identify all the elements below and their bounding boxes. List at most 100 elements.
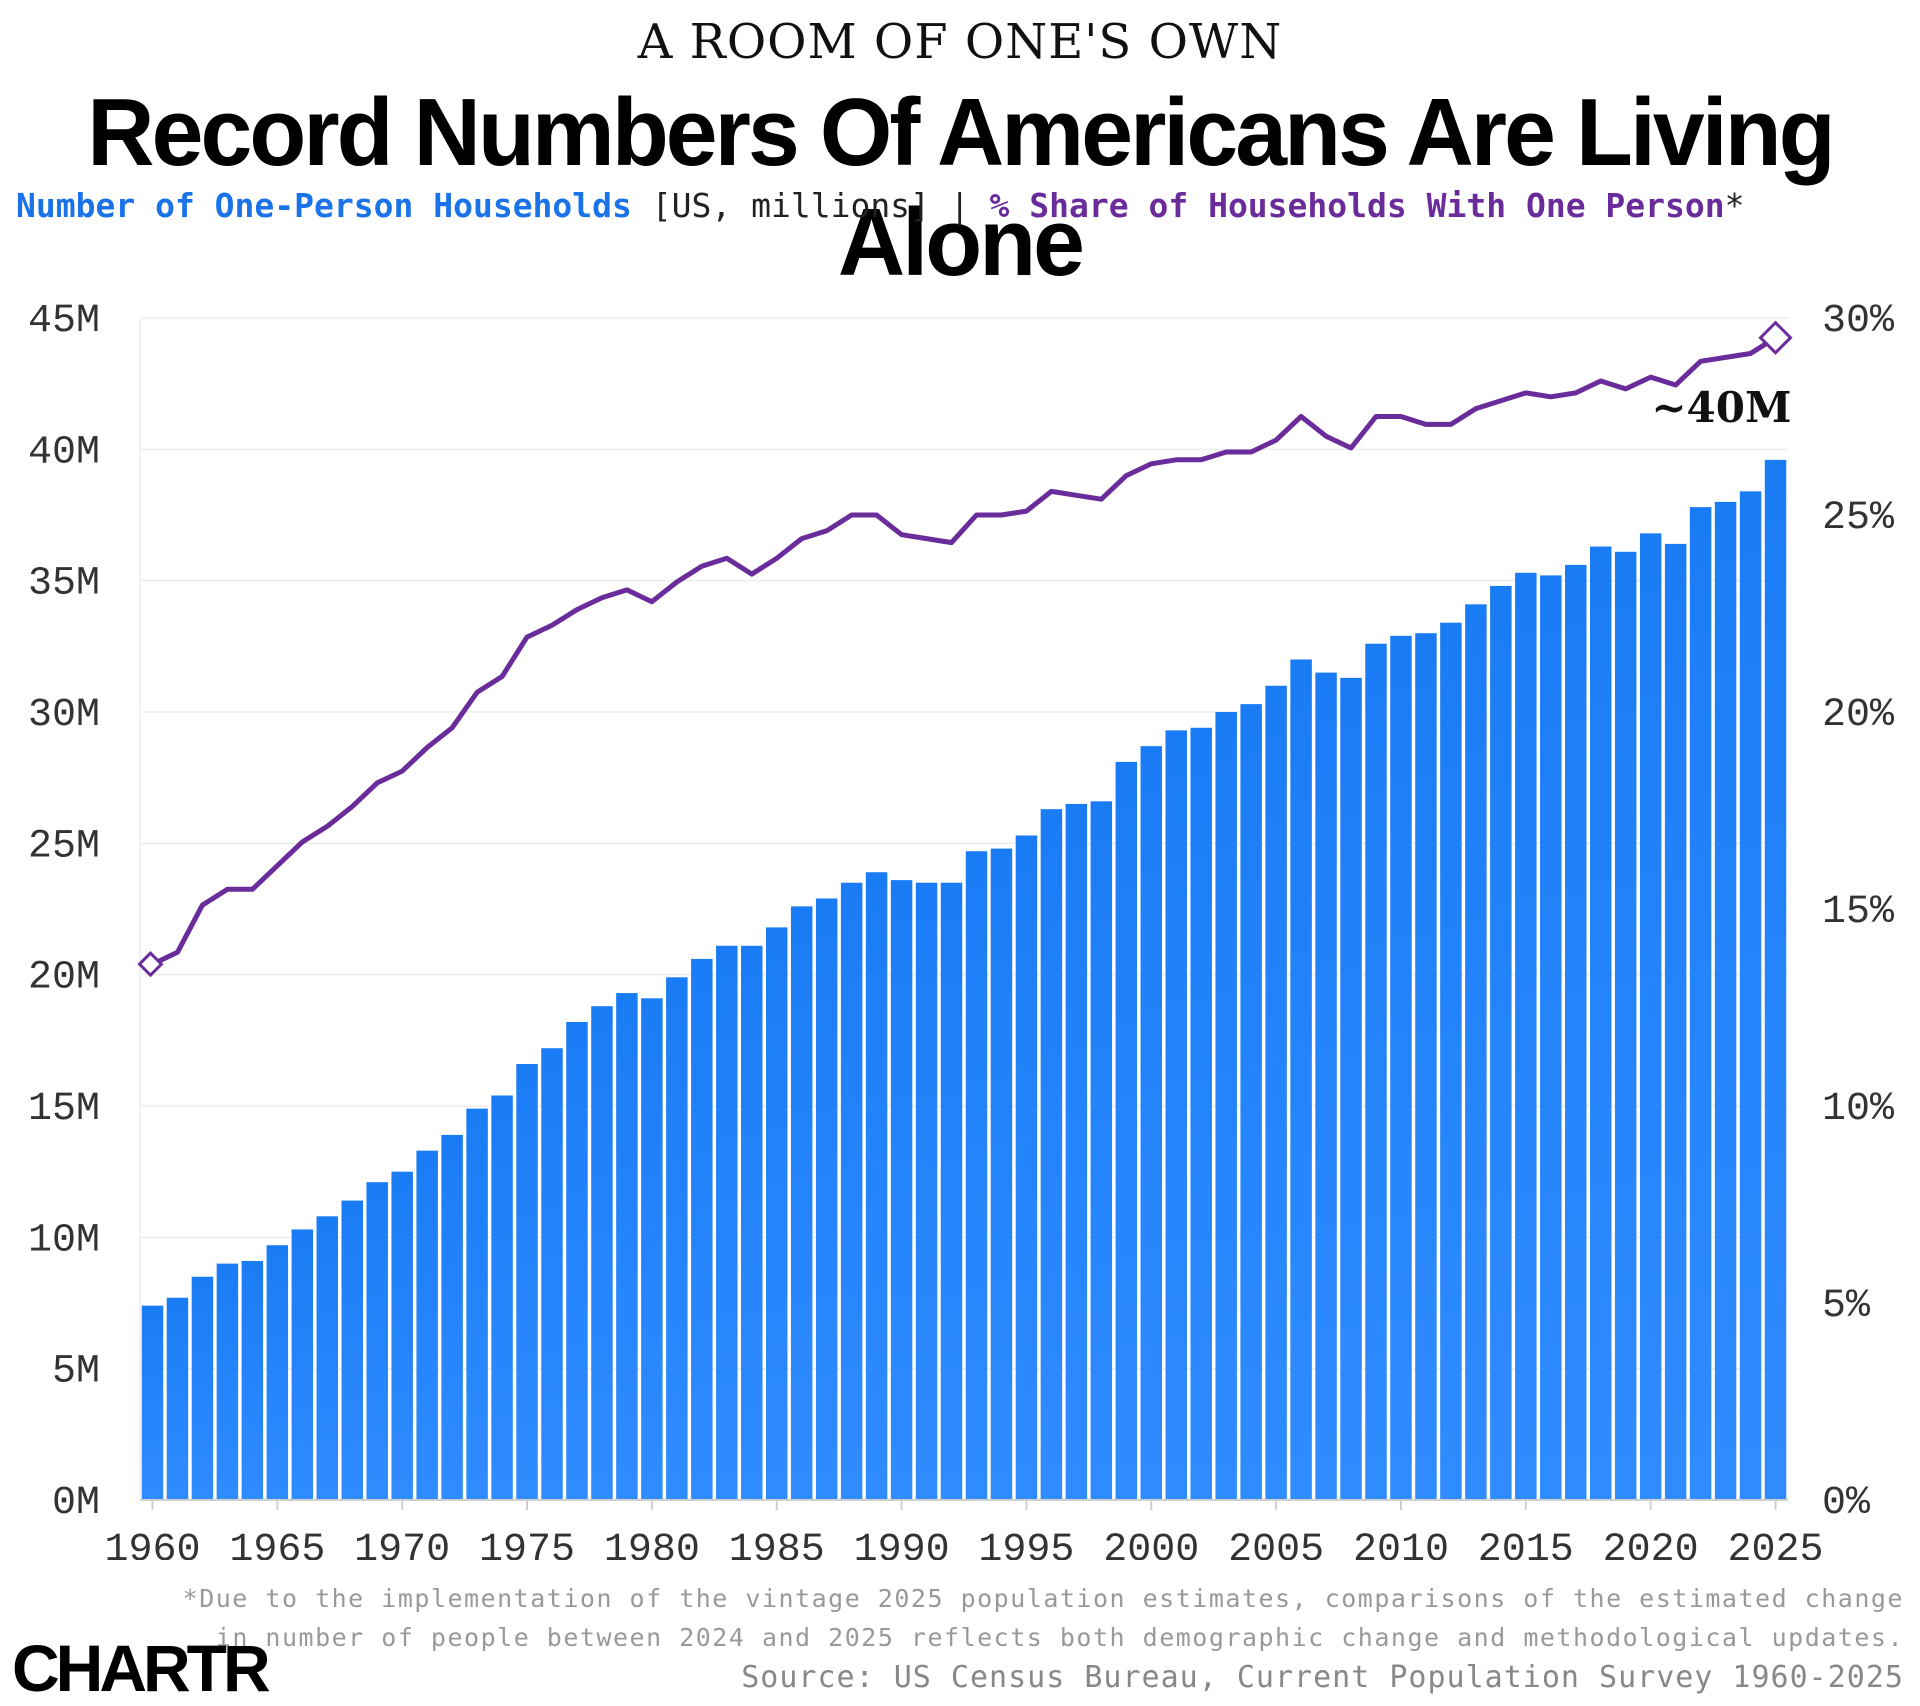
x-tick-label: 1980 [604,1528,700,1560]
chart-title: Record Numbers Of Americans Are Living A… [87,79,1835,296]
footnote-line-1: *Due to the implementation of the vintag… [182,1584,1904,1613]
bar-households-2008 [1340,677,1362,1500]
bar-households-2019 [1614,551,1637,1500]
chart-subtitle: Number of One-Person Households [US, mil… [16,186,1745,225]
share-line-path [150,335,1778,967]
bar-households-1985 [765,927,788,1500]
bar-households-1997 [1065,803,1088,1500]
annotation-latest-value: ~40M [1651,383,1791,432]
subtitle-units: [US, millions] | [631,186,990,225]
bar-households-1966 [291,1229,314,1500]
bar-households-1992 [940,882,963,1500]
y-left-tick-label: 30M [28,693,100,738]
bar-households-1969 [366,1182,388,1500]
bar-households-2021 [1664,543,1687,1500]
x-tick-label: 1985 [729,1528,825,1560]
bar-households-2020 [1639,533,1662,1500]
y-left-tick-label: 0M [52,1481,100,1526]
bar-households-1998 [1090,801,1113,1500]
bar-households-1999 [1115,761,1138,1500]
bar-households-1994 [990,848,1013,1500]
annotations: ~40M [1651,383,1791,432]
bar-households-1975 [516,1063,538,1500]
y-right-tick-label: 30% [1822,299,1895,344]
bar-households-1970 [391,1171,413,1500]
x-tick-label: 1975 [479,1528,575,1560]
x-tick-label: 1965 [229,1528,325,1560]
bar-households-1993 [965,851,988,1500]
bar-households-2011 [1415,633,1437,1500]
y-left-tick-label: 35M [28,562,100,607]
x-tick-label: 1995 [978,1528,1074,1560]
x-tick-label: 1960 [104,1528,200,1560]
bar-households-1971 [416,1150,438,1500]
bar-households-1974 [491,1095,513,1500]
x-tick-label: 1990 [854,1528,950,1560]
bar-households-1976 [541,1048,563,1500]
bar-households-1990 [890,880,913,1500]
legend-share-label: % Share of Households With One Person [989,186,1725,225]
bar-households-1977 [566,1021,588,1500]
bar-households-1982 [691,958,713,1500]
bar-households-1980 [641,998,663,1500]
bar-households-2015 [1515,572,1537,1500]
bar-households-2002 [1190,727,1212,1500]
bar-households-2006 [1290,659,1312,1500]
source-note: Source: US Census Bureau, Current Popula… [741,1660,1904,1695]
share-marker-end [1758,320,1793,355]
bar-households-1960 [141,1305,164,1500]
y-right-tick-label: 10% [1822,1087,1895,1132]
bar-households-2000 [1140,746,1163,1500]
bar-households-2010 [1390,635,1412,1500]
y-right-tick-label: 25% [1822,496,1895,541]
bar-households-1988 [840,882,863,1500]
y-left-tick-label: 5M [52,1350,100,1395]
bar-households-1961 [166,1297,189,1500]
x-tick-label: 2005 [1228,1528,1324,1560]
subtitle-footnote-star: * [1724,186,1745,225]
bar-households-1978 [591,1006,613,1500]
bar-households-1965 [266,1245,289,1500]
bar-households-1995 [1015,835,1038,1500]
share-marker-start [137,951,164,978]
bar-households-1962 [191,1276,214,1500]
x-tick-label: 2015 [1478,1528,1574,1560]
bar-households-2022 [1689,507,1712,1500]
y-left-tick-label: 40M [28,430,100,475]
chart-kicker: A ROOM OF ONE'S OWN [637,14,1283,70]
bar-households-2012 [1440,622,1462,1500]
grid-lines [139,317,1788,1500]
x-tick-label: 1970 [354,1528,450,1560]
bar-households-2017 [1565,564,1587,1500]
y-right-tick-label: 15% [1822,890,1895,935]
y-right-tick-label: 0% [1822,1481,1871,1526]
x-tick-label: 2020 [1603,1528,1699,1560]
x-tick-label: 2010 [1353,1528,1449,1560]
bar-households-1963 [216,1263,239,1500]
x-tick-label: 2025 [1728,1528,1824,1560]
share-line [137,320,1793,978]
bar-households-2005 [1265,685,1287,1500]
y-right-tick-label: 5% [1822,1284,1871,1329]
bar-households-1981 [666,977,688,1500]
bar-households-1979 [616,993,638,1500]
bar-households-2009 [1365,643,1387,1500]
bar-households-2024 [1739,491,1762,1500]
bar-households-1964 [241,1260,264,1500]
x-tick-label: 2000 [1103,1528,1199,1560]
legend-households-label: Number of One-Person Households [16,186,632,225]
bar-households-2007 [1315,672,1337,1500]
bar-households-2023 [1714,501,1737,1500]
bar-households-1983 [716,945,738,1500]
bar-households-2004 [1240,704,1262,1500]
chartr-logo: CHARTR [12,1631,271,1705]
households-chart: 0M 5M 10M 15M 20M 25M 30M 35M 40M 45M 0% 5% 10% 15% 20… [28,299,1895,1560]
footnote-line-2: in number of people between 2024 and 202… [215,1623,1904,1652]
bar-households-1996 [1040,809,1063,1500]
bar-households-1986 [790,906,813,1500]
bar-households-2025 [1764,459,1787,1501]
bar-households-2013 [1465,604,1487,1500]
bar-households-1967 [316,1216,339,1500]
bar-households-1991 [915,882,938,1500]
y-left-tick-label: 10M [28,1218,100,1263]
